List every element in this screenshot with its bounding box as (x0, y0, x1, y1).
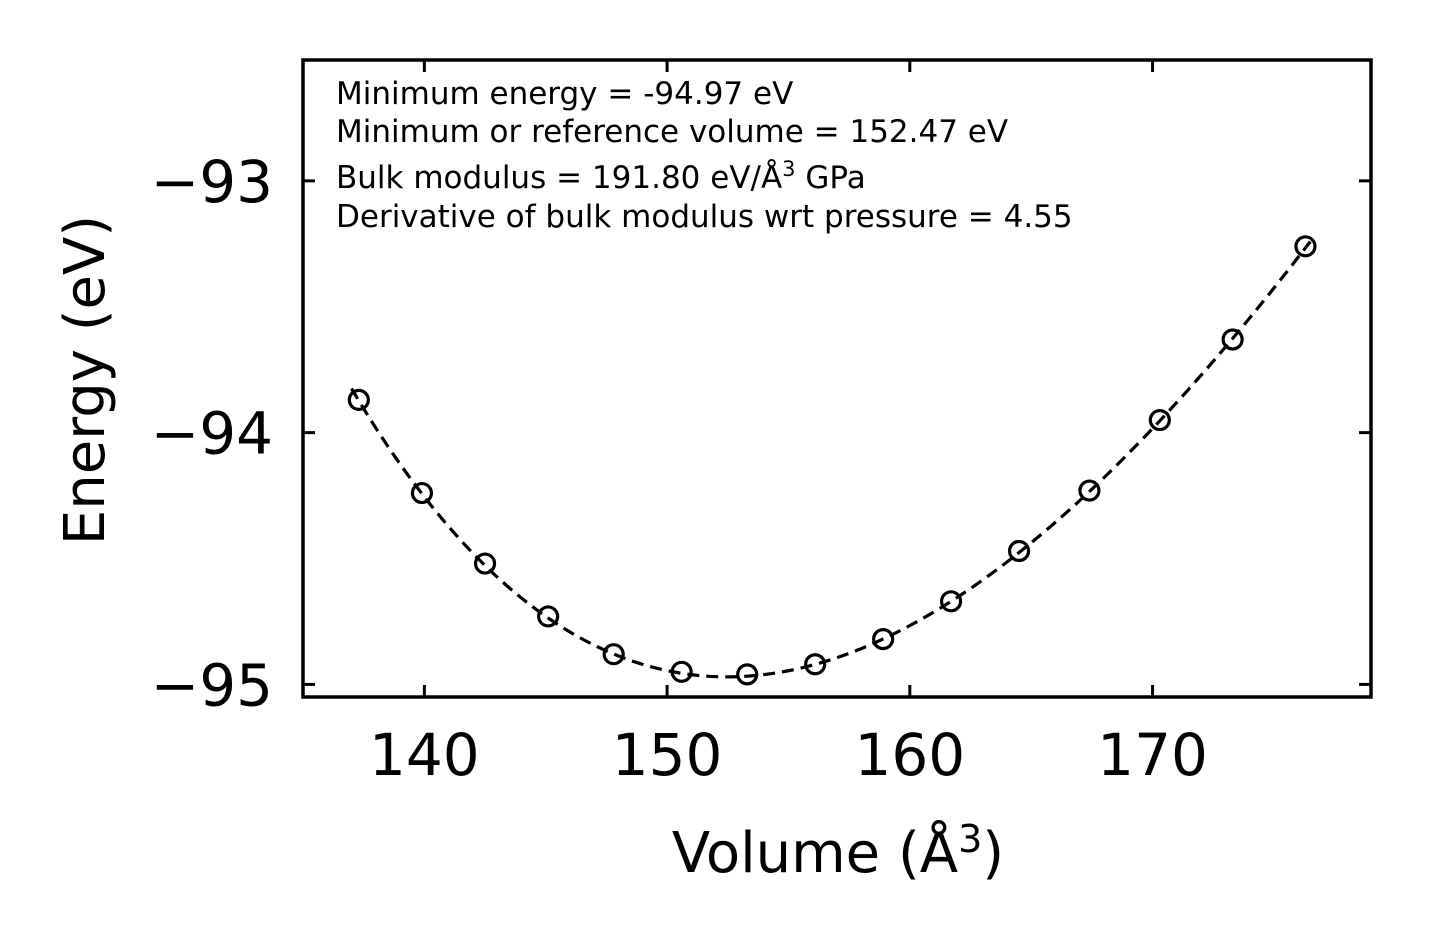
data-point (1078, 479, 1101, 502)
annotation-bulk-modulus-main: Bulk modulus = 191.80 eV/Å (336, 160, 782, 196)
data-point (1148, 408, 1171, 432)
data-point (537, 605, 560, 628)
data-point (410, 481, 434, 505)
y-tick-label: −94 (151, 400, 273, 468)
data-point (1221, 328, 1244, 351)
x-tick-label: 140 (369, 721, 480, 789)
annotation-bulk-modulus-tail: GPa (796, 160, 866, 196)
x-tick-label: 150 (612, 721, 723, 789)
y-tick-label: −95 (151, 651, 273, 719)
x-axis-title-sup: 3 (958, 817, 982, 861)
data-point (804, 653, 827, 676)
data-point (1294, 235, 1317, 258)
data-point (347, 388, 370, 412)
y-axis-title: Energy (eV) (53, 215, 118, 545)
annotation-min-volume: Minimum or reference volume = 152.47 eV (336, 114, 1008, 150)
annotation-bulk-derivative: Derivative of bulk modulus wrt pressure … (336, 199, 1073, 235)
data-point (602, 643, 625, 666)
y-tick-label: −93 (151, 148, 273, 216)
x-tick-label: 160 (854, 721, 965, 789)
annotation-bulk-modulus: Bulk modulus = 191.80 eV/Å3 GPa (336, 157, 866, 196)
x-axis-title-main: Volume (Å (672, 820, 958, 886)
ticks-layer: 140 150 160 170 −93 −94 −95 (151, 60, 1371, 789)
annotation-block: Minimum energy = -94.97 eV Minimum or re… (336, 76, 1073, 235)
data-point (872, 627, 895, 651)
data-points-layer (347, 235, 1317, 686)
fit-curve-layer (350, 240, 1312, 679)
data-point (473, 552, 497, 575)
data-point (939, 590, 963, 613)
x-axis-title-end: ) (982, 821, 1004, 886)
annotation-min-energy: Minimum energy = -94.97 eV (336, 76, 793, 112)
data-point (736, 663, 759, 686)
x-tick-label: 170 (1097, 721, 1208, 789)
plot-frame (301, 58, 1373, 699)
x-axis-title: Volume (Å3) (672, 817, 1004, 886)
fit-curve (350, 240, 1312, 679)
annotation-bulk-modulus-sup: 3 (782, 157, 795, 181)
data-point (670, 660, 693, 683)
data-point (1007, 539, 1031, 563)
